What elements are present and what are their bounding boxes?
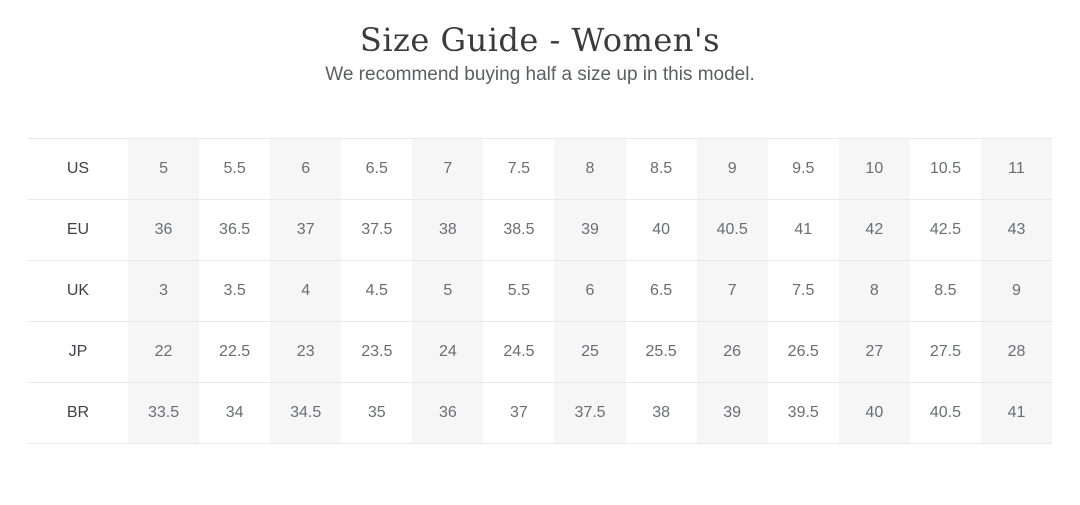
- size-cell: 3.5: [223, 282, 246, 299]
- size-cell: 40.5: [696, 200, 768, 260]
- size-cell: 43: [980, 200, 1053, 260]
- size-cell: 6.5: [649, 282, 673, 299]
- size-cell: 26: [696, 322, 768, 382]
- size-cell: 40.5: [929, 404, 961, 421]
- table-row: BR 33.5 34 34.5 35 36 37 37.5 38 39 39.5 40 40.5 41: [28, 382, 1053, 443]
- size-cell: 39: [696, 383, 768, 443]
- size-cell: 24.5: [503, 343, 535, 360]
- size-cell: 3: [128, 261, 200, 321]
- size-cell: 5.5: [507, 282, 531, 299]
- size-cell: 7.5: [507, 160, 531, 177]
- size-cell: 35: [367, 404, 386, 421]
- size-cell: 9: [696, 139, 768, 199]
- size-cell: 38.5: [503, 221, 535, 238]
- table-row: US 5 5.5 6 6.5 7 7.5 8 8.5 9 9.5 10 10.5 11: [28, 138, 1053, 199]
- size-cell: 26.5: [787, 343, 819, 360]
- size-cell: 22.5: [219, 343, 251, 360]
- size-cell: 38: [652, 404, 670, 421]
- size-cell: 36: [412, 383, 484, 443]
- page-title: Size Guide - Women's: [359, 21, 721, 59]
- size-cell: 39.5: [787, 404, 819, 421]
- size-cell: 40: [652, 221, 670, 238]
- size-cell: 27.5: [929, 343, 961, 360]
- size-cell: 10.5: [929, 160, 961, 177]
- size-cell: 8.5: [934, 282, 957, 299]
- size-cell: 37.5: [554, 383, 626, 443]
- size-cell: 36.5: [219, 221, 251, 238]
- size-cell: 37: [510, 404, 528, 421]
- size-cell: 23: [270, 322, 342, 382]
- size-cell: 37.5: [361, 221, 393, 238]
- size-cell: 34: [225, 404, 244, 421]
- row-label: JP: [68, 343, 88, 360]
- size-cell: 22: [128, 322, 200, 382]
- size-cell: 8.5: [649, 160, 673, 177]
- size-cell: 7: [696, 261, 768, 321]
- size-cell: 5: [412, 261, 484, 321]
- size-cell: 7.5: [792, 282, 815, 299]
- size-cell: 25: [554, 322, 626, 382]
- table-row: UK 3 3.5 4 4.5 5 5.5 6 6.5 7 7.5 8 8.5 9: [28, 260, 1053, 321]
- size-cell: 37: [270, 200, 342, 260]
- size-cell: 10: [838, 139, 910, 199]
- size-cell: 28: [980, 322, 1053, 382]
- size-cell: 34.5: [270, 383, 342, 443]
- size-cell: 25.5: [645, 343, 677, 360]
- size-cell: 4: [270, 261, 342, 321]
- size-cell: 41: [980, 383, 1053, 443]
- row-label: EU: [66, 221, 90, 238]
- size-cell: 11: [980, 139, 1053, 199]
- row-label: US: [66, 160, 90, 177]
- row-label: UK: [66, 282, 90, 299]
- size-cell: 39: [554, 200, 626, 260]
- size-cell: 27: [838, 322, 910, 382]
- size-cell: 8: [554, 139, 626, 199]
- size-cell: 38: [412, 200, 484, 260]
- size-cell: 24: [412, 322, 484, 382]
- size-cell: 42.5: [929, 221, 961, 238]
- size-cell: 8: [838, 261, 910, 321]
- size-cell: 9: [980, 261, 1053, 321]
- table-row: EU 36 36.5 37 37.5 38 38.5 39 40 40.5 41 42 42.5 43: [28, 199, 1053, 260]
- row-label: BR: [66, 404, 90, 421]
- page-subtitle: We recommend buying half a size up in th…: [325, 64, 755, 85]
- size-cell: 23.5: [361, 343, 393, 360]
- size-cell: 6: [554, 261, 626, 321]
- size-cell: 41: [794, 221, 813, 238]
- size-cell: 40: [838, 383, 910, 443]
- size-cell: 42: [838, 200, 910, 260]
- size-cell: 6.5: [365, 160, 388, 177]
- size-cell: 5.5: [223, 160, 246, 177]
- size-cell: 36: [128, 200, 200, 260]
- size-cell: 6: [270, 139, 342, 199]
- size-cell: 9.5: [792, 160, 815, 177]
- size-cell: 7: [412, 139, 484, 199]
- size-conversion-table: US 5 5.5 6 6.5 7 7.5 8 8.5 9 9.5 10 10.5 11 EU 36 36.5 37…: [28, 138, 1053, 444]
- size-cell: 33.5: [128, 383, 200, 443]
- size-cell: 4.5: [365, 282, 388, 299]
- table-row: JP 22 22.5 23 23.5 24 24.5 25 25.5 26 26.5 27 27.5 28: [28, 321, 1053, 382]
- size-cell: 5: [128, 139, 200, 199]
